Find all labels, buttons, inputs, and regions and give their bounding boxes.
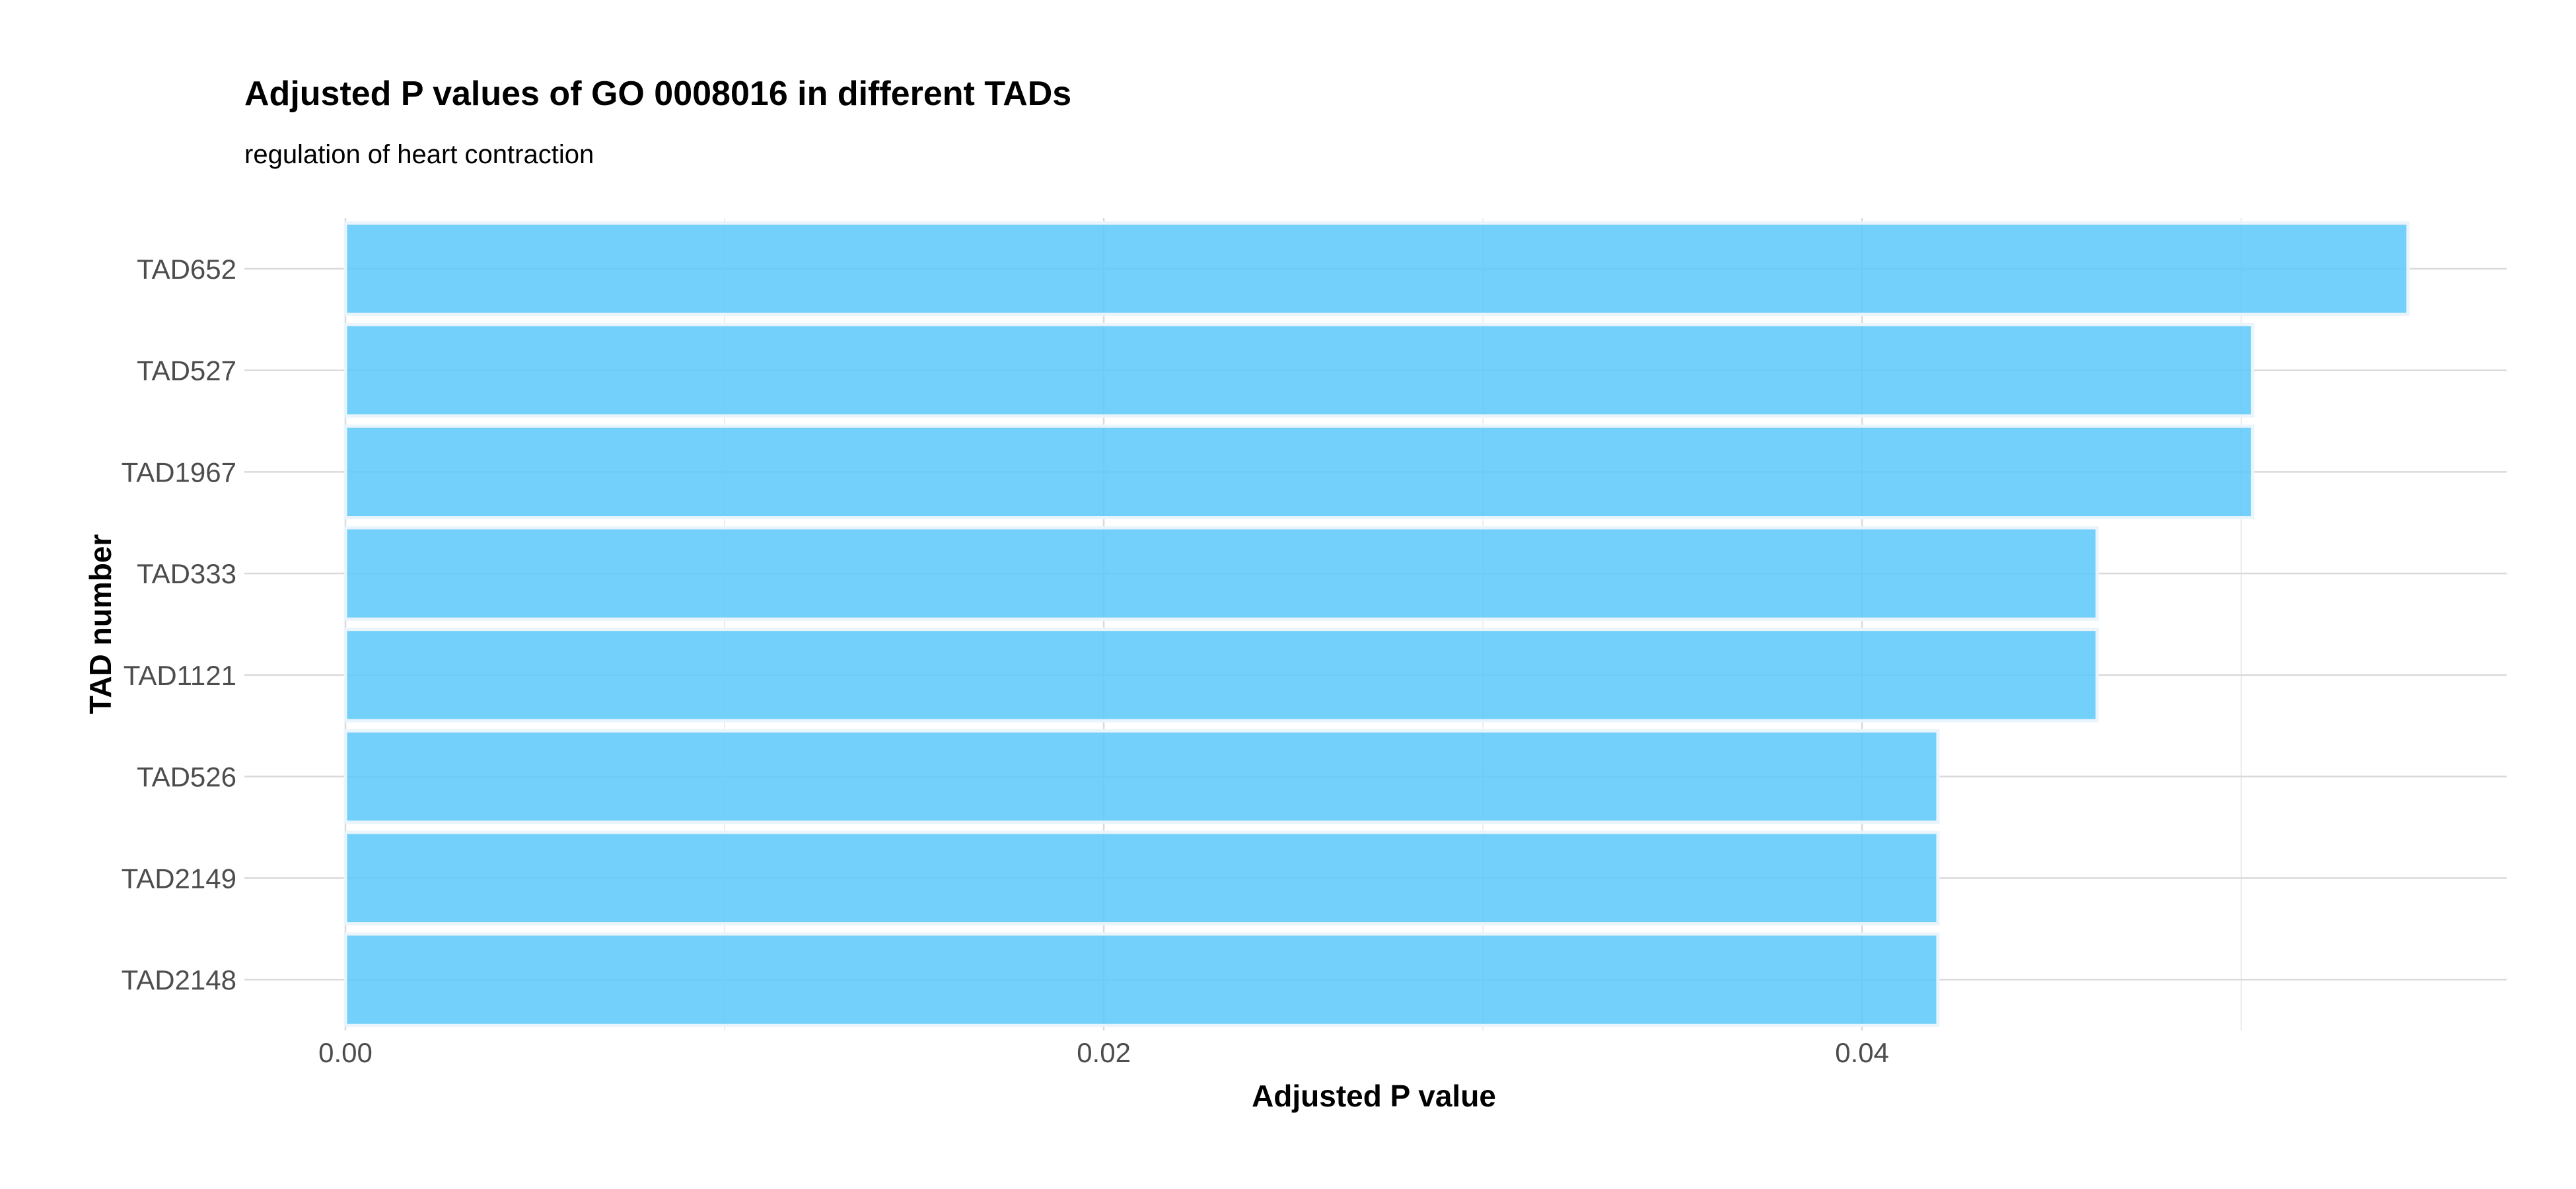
x-tick-label: 0.02 (1077, 1037, 1131, 1068)
bar-tad527 (343, 322, 2254, 418)
x-tick-label: 0.00 (318, 1037, 373, 1068)
y-tick-label: TAD527 (137, 355, 236, 386)
bar-tad2149 (343, 830, 1940, 926)
y-axis-label: TAD number (83, 534, 118, 715)
y-tick-label: TAD2148 (122, 964, 236, 995)
chart-subtitle: regulation of heart contraction (244, 140, 594, 169)
y-tick-label: TAD652 (137, 254, 236, 285)
y-tick-label: TAD1967 (122, 456, 236, 487)
y-tick-label: TAD333 (137, 558, 236, 589)
bar-tad1121 (343, 628, 2099, 723)
y-tick-label: TAD1121 (124, 660, 236, 691)
x-tick-label: 0.04 (1835, 1037, 1889, 1068)
y-tick-label: TAD526 (137, 762, 236, 793)
bar-tad1967 (343, 424, 2254, 520)
bar-tad333 (343, 526, 2099, 621)
bars-layer (343, 221, 2410, 1027)
bar-tad652 (343, 221, 2410, 316)
chart-title: Adjusted P values of GO 0008016 in diffe… (244, 75, 1072, 113)
y-tick-label: TAD2149 (122, 863, 236, 894)
bar-tad526 (343, 729, 1940, 824)
x-tick-labels: 0.00 0.02 0.04 (318, 1037, 1889, 1068)
x-axis-label: Adjusted P value (1252, 1079, 1496, 1113)
y-tick-labels: TAD652 TAD527 TAD1967 TAD333 TAD1121 TAD526 TA… (122, 254, 236, 995)
bar-tad2148 (343, 932, 1940, 1027)
